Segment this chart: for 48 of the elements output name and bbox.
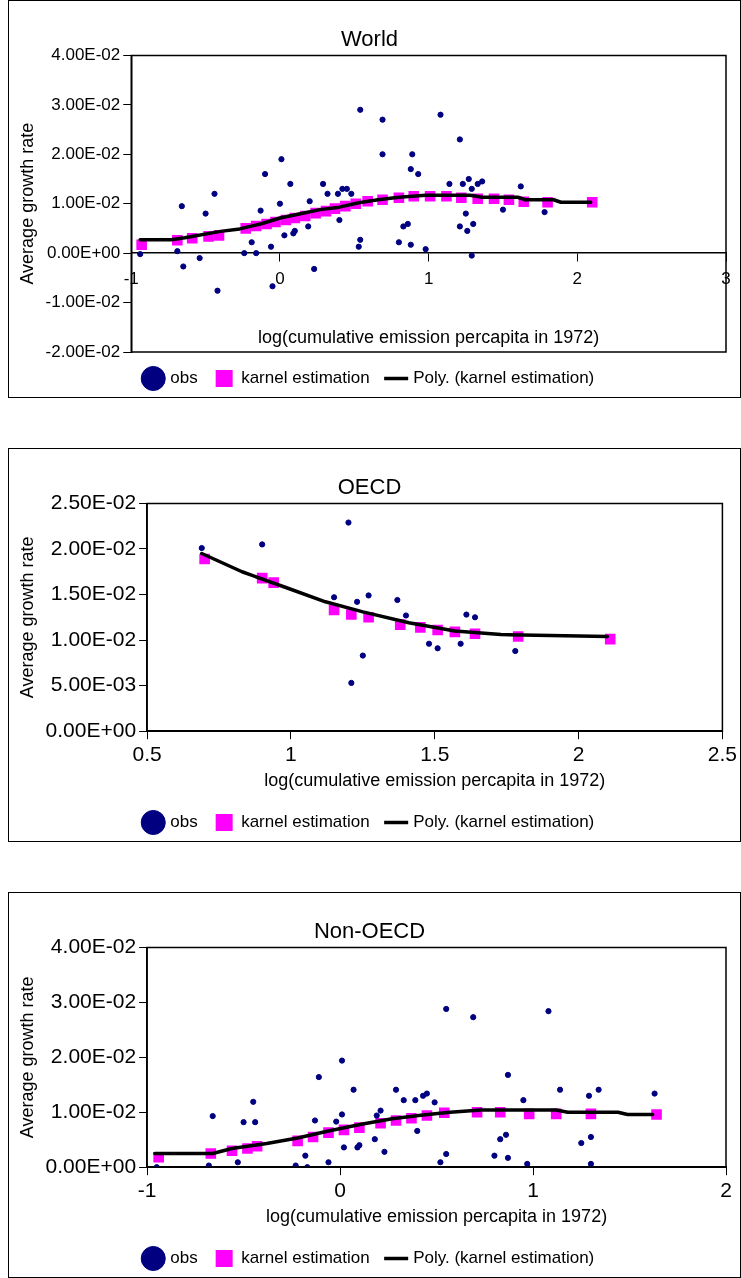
y-tick-label: 1.00E-02 [50, 626, 137, 650]
x-tick-label: 0 [334, 1177, 346, 1201]
x-tick-label: 0.5 [132, 741, 162, 765]
x-tick-label: 1 [423, 269, 434, 289]
legend-label: karnel estimation [241, 812, 370, 832]
y-tick-label: 2.50E-02 [50, 490, 137, 514]
legend-label: karnel estimation [241, 368, 370, 388]
x-axis-title: log(cumulative emission percapita in 1972) [265, 1206, 608, 1227]
y-tick-label: 1.00E-02 [51, 193, 121, 213]
y-tick-label: 0.00E+00 [45, 1154, 137, 1177]
chart-title: Non-OECD [313, 918, 426, 944]
x-axis-title: log(cumulative emission percapita in 1972) [258, 327, 600, 348]
y-tick-label: 1.00E-02 [50, 1099, 137, 1123]
y-tick-label: -2.00E-02 [45, 341, 121, 361]
y-axis-title: Average growth rate [16, 536, 37, 699]
y-tick-label: 4.00E-02 [50, 934, 137, 958]
y-tick-label: 3.00E-02 [50, 989, 137, 1013]
legend-label: Poly. (karnel estimation) [413, 1248, 595, 1268]
x-tick-label: 1.5 [420, 741, 450, 765]
x-tick-label: 2 [572, 269, 583, 289]
chart-title: OECD [337, 474, 402, 500]
y-tick-label: 2.00E-02 [50, 1044, 137, 1068]
y-tick-label: 4.00E-02 [51, 45, 121, 65]
y-tick-label: 1.50E-02 [50, 581, 137, 605]
x-tick-label: 0 [275, 269, 285, 289]
legend-label: Poly. (karnel estimation) [413, 368, 595, 388]
y-tick-label: 5.00E-03 [50, 672, 137, 696]
legend-label: obs [170, 1248, 198, 1268]
y-tick-label: 2.00E-02 [50, 535, 137, 559]
y-tick-label: -1.00E-02 [45, 292, 121, 312]
legend-label: obs [170, 368, 198, 388]
legend-label: Poly. (karnel estimation) [413, 812, 595, 832]
y-axis-title: Average growth rate [16, 976, 37, 1139]
legend-label: karnel estimation [241, 1248, 370, 1268]
x-tick-label: -1 [137, 1177, 157, 1201]
x-tick-label: 1 [285, 741, 297, 765]
x-tick-label: 2.5 [707, 741, 738, 765]
chart-title: World [340, 26, 399, 52]
x-tick-label: 1 [527, 1177, 539, 1201]
y-tick-label: 2.00E-02 [51, 143, 121, 163]
x-tick-label: 2 [720, 1177, 732, 1201]
y-tick-label: 0.00E+00 [46, 242, 121, 262]
x-tick-label: 2 [572, 741, 585, 765]
y-tick-label: 3.00E-02 [51, 94, 121, 114]
legend-label: obs [170, 812, 198, 832]
y-axis-title: Average growth rate [16, 122, 37, 285]
x-axis-title: log(cumulative emission percapita in 1972) [264, 770, 606, 791]
y-tick-label: 0.00E+00 [45, 718, 137, 741]
